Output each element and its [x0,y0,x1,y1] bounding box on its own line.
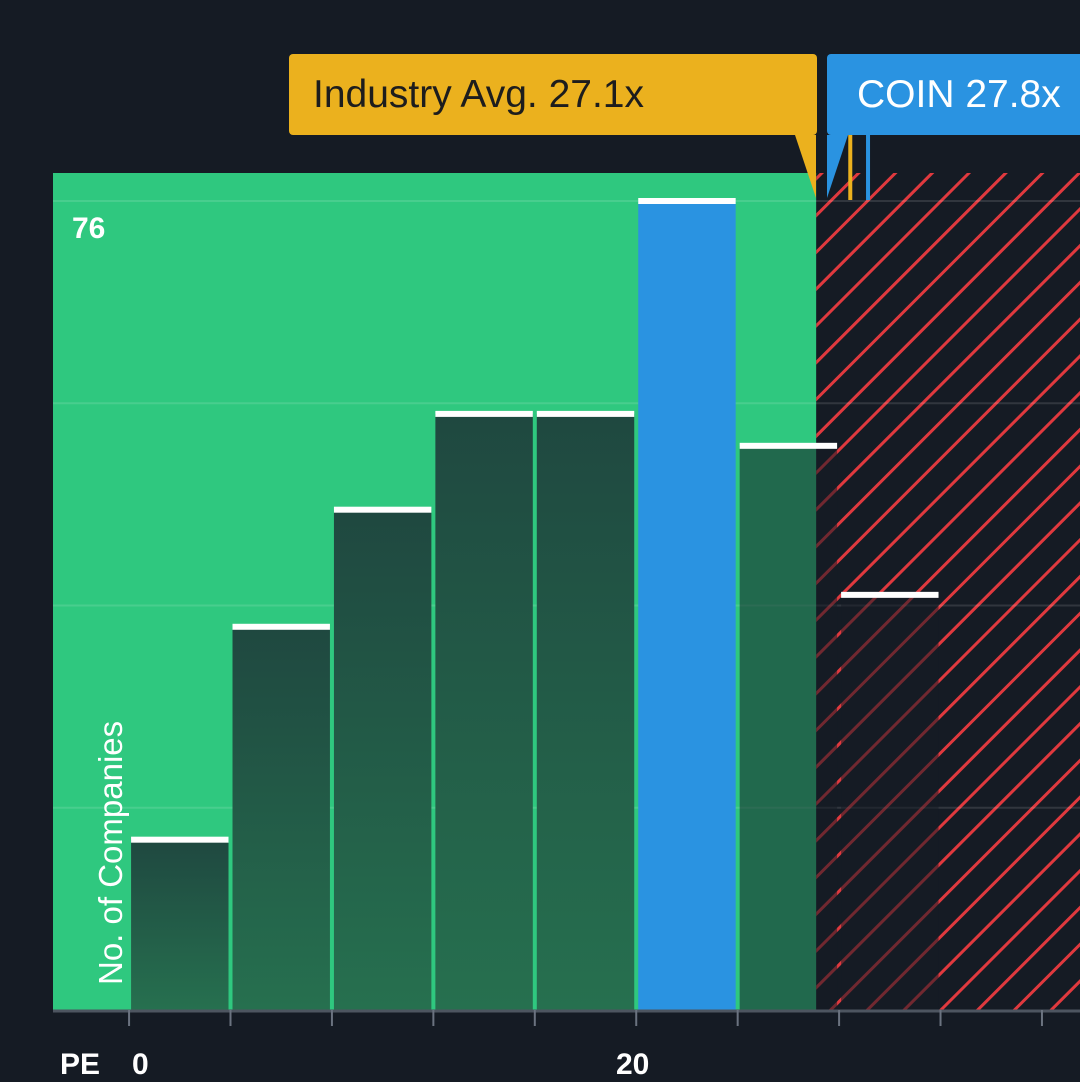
x-tick-label: 0 [132,1048,149,1081]
bar-top-marker [131,836,229,843]
histogram-bar [435,413,533,1010]
industry-avg-callout: Industry Avg. 27.1x [289,54,817,135]
histogram-bar [638,201,736,1010]
bar-top-marker [638,198,736,204]
y-axis-label: No. of Companies [92,720,129,985]
bar-top-marker [232,623,330,630]
x-axis-label: PE [60,1048,101,1081]
company-callout-tail [827,135,848,198]
histogram-bar [536,413,635,1010]
y-max-label: 76 [72,212,106,245]
industry-callout-tail [795,135,816,198]
bar-top-marker [536,410,635,417]
bar-top-marker [739,442,838,449]
histogram-bar [232,626,330,1010]
bar-top-marker [435,410,533,417]
company-pe-callout: COIN 27.8x [827,54,1080,135]
bar-top-marker [841,591,939,598]
bar-top-marker [333,506,432,513]
x-tick-label: 20 [616,1048,650,1081]
histogram-bar [333,509,432,1010]
histogram-bar [841,594,939,1010]
histogram-bar [739,445,838,1010]
histogram-bar [131,839,229,1010]
